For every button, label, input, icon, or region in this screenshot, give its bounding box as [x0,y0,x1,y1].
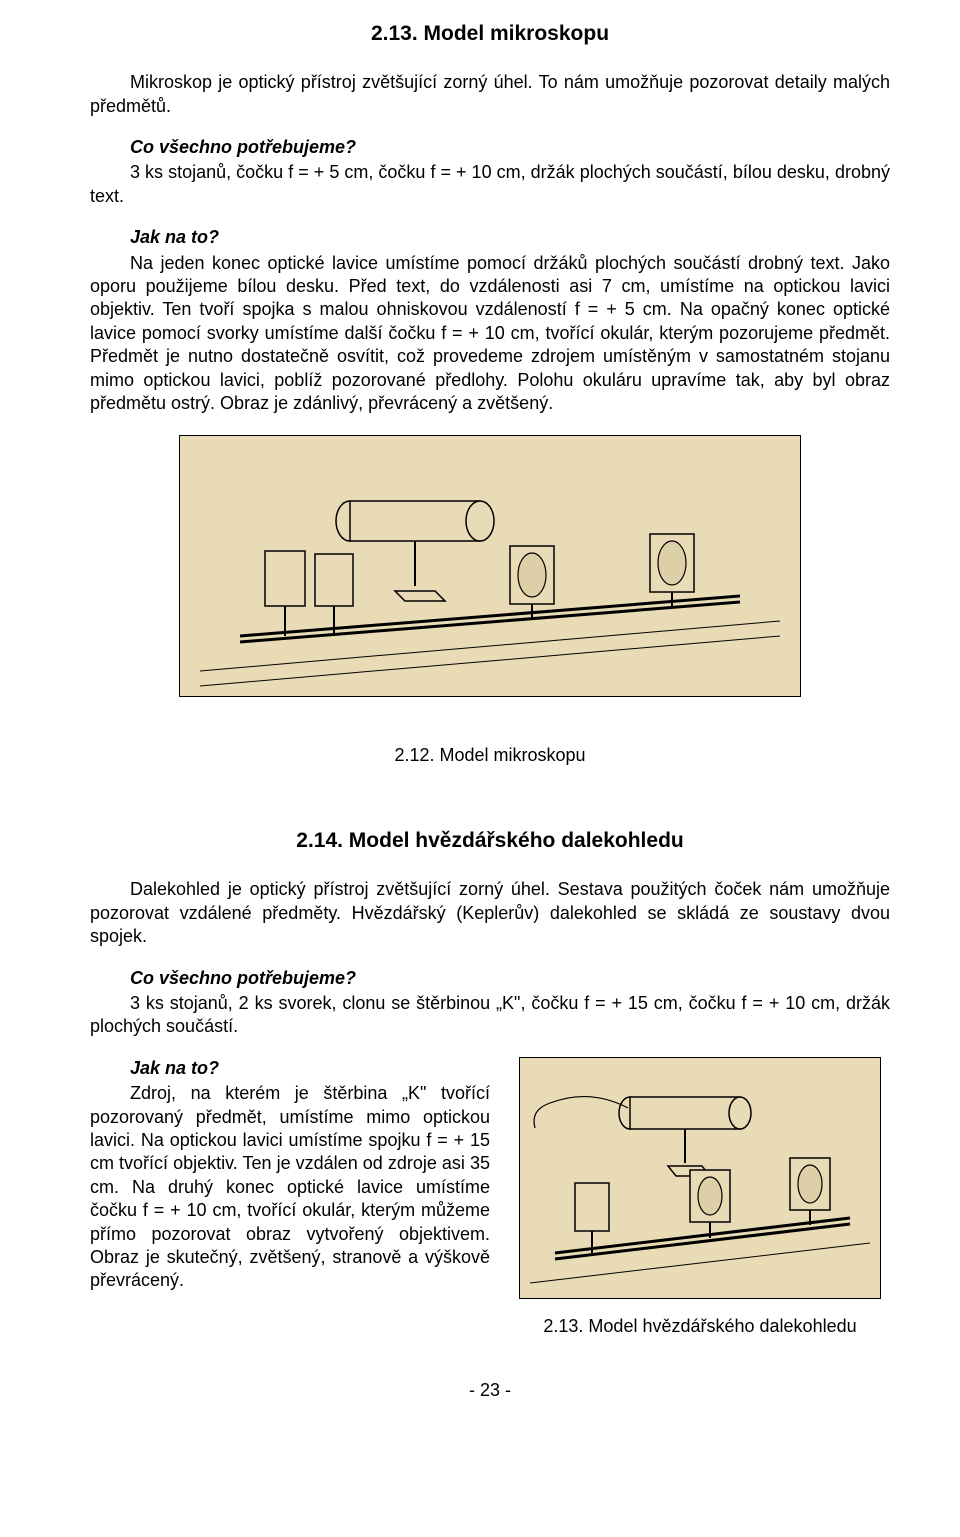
section1-how-label: Jak na to? [130,226,890,249]
section2-intro: Dalekohled je optický přístroj zvětšujíc… [90,878,890,948]
section2-how-text: Zdroj, na kterém je štěrbina „K" tvořící… [90,1082,490,1293]
section2-right-col: 2.13. Model hvězdářského dalekohledu [510,1057,890,1339]
figure2-caption: 2.13. Model hvězdářského dalekohledu [510,1315,890,1338]
section1-heading: 2.13. Model mikroskopu [90,20,890,47]
document-page: 2.13. Model mikroskopu Mikroskop je opti… [0,0,960,1432]
figure1-caption: 2.12. Model mikroskopu [90,744,890,767]
section2-need-text: 3 ks stojanů, 2 ks svorek, clonu se štěr… [90,992,890,1039]
figure1-image [179,435,801,697]
page-number: - 23 - [90,1379,890,1402]
section1-need-text: 3 ks stojanů, čočku f = + 5 cm, čočku f … [90,161,890,208]
section2-need-label: Co všechno potřebujeme? [130,967,890,990]
section2-how-label: Jak na to? [130,1057,490,1080]
section1-how-text: Na jeden konec optické lavice umístíme p… [90,252,890,416]
section2-two-column: Jak na to? Zdroj, na kterém je štěrbina … [90,1057,890,1339]
section2-left-col: Jak na to? Zdroj, na kterém je štěrbina … [90,1057,490,1293]
figure2-image [519,1057,881,1299]
section1-intro: Mikroskop je optický přístroj zvětšující… [90,71,890,118]
section2-heading: 2.14. Model hvězdářského dalekohledu [90,827,890,854]
section1-need-label: Co všechno potřebujeme? [130,136,890,159]
figure1-block: 2.12. Model mikroskopu [90,435,890,767]
